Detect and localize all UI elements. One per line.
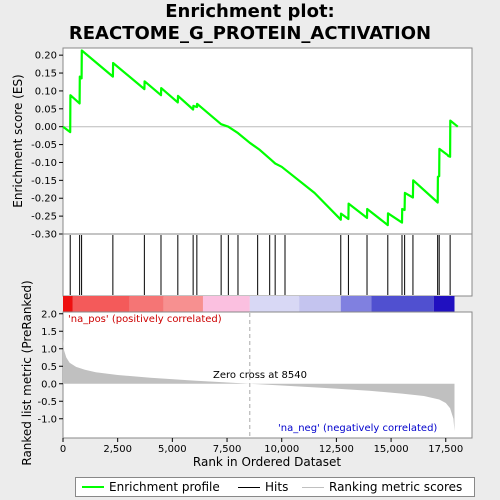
legend-item-hits: Hits [238,480,288,494]
x-tick-label: 17,500 [428,444,463,455]
legend-item-enrichment: Enrichment profile [82,480,220,494]
es-ytick-label: 0.00 [35,122,57,133]
legend-label-enrichment: Enrichment profile [109,480,220,494]
es-ytick-label: -0.25 [31,212,57,223]
legend-swatch-hits [238,486,260,488]
x-axis-label: Rank in Ordered Dataset [193,455,341,469]
zero-cross-label: Zero cross at 8540 [213,370,307,381]
gradient-segment [299,296,341,312]
gradient-segment [63,296,73,312]
gradient-segment [249,296,300,312]
metric-ytick-label: -0.5 [37,397,57,408]
metric-ytick-label: 2.0 [41,309,57,320]
es-ylabel: Enrichment score (ES) [11,74,25,207]
hits-panel-frame [62,233,473,297]
gradient-segment [72,296,130,312]
x-tick-label: 5,000 [158,444,187,455]
enrichment-profile-line [62,49,459,227]
na-pos-label: 'na_pos' (positively correlated) [68,314,222,325]
chart-title-line1: Enrichment plot: [165,1,335,22]
metric-ylabel: Ranked list metric (PreRanked) [20,280,34,465]
metric-panel-frame [62,311,473,439]
gradient-segment [433,296,455,312]
ranking-metric-area [63,338,455,431]
legend-item-metric: Ranking metric scores [302,480,462,494]
gradient-segment [163,296,203,312]
es-ytick-label: -0.30 [31,230,57,241]
metric-ytick-label: 1.0 [41,344,57,355]
x-tick-label: 2,500 [103,444,132,455]
gradient-segment [202,296,250,312]
gradient-segment [129,296,164,312]
es-ytick-label: -0.10 [31,158,57,169]
es-ytick-label: -0.15 [31,176,57,187]
legend-label-hits: Hits [265,480,289,494]
legend: Enrichment profile Hits Ranking metric s… [75,477,475,497]
metric-ytick-label: 1.5 [41,327,57,338]
x-tick-label: 12,500 [319,444,354,455]
es-ytick-label: 0.05 [35,104,57,115]
x-tick-label: 7,500 [213,444,242,455]
na-neg-label: 'na_neg' (negatively correlated) [278,423,437,434]
legend-swatch-enrichment [82,486,104,488]
es-panel-frame [62,47,473,235]
es-ytick-label: -0.05 [31,140,57,151]
legend-swatch-metric [302,486,324,488]
legend-label-metric: Ranking metric scores [329,480,463,494]
metric-ytick-label: 0.0 [41,379,57,390]
es-ytick-label: 0.20 [35,51,57,62]
gradient-segment [340,296,372,312]
es-ytick-label: -0.20 [31,194,57,205]
metric-ytick-label: 0.5 [41,362,57,373]
es-ytick-label: 0.10 [35,86,57,97]
x-tick-label: 0 [60,444,66,455]
es-ytick-label: 0.15 [35,69,57,80]
chart-title-line2: REACTOME_G_PROTEIN_ACTIVATION [68,23,432,44]
metric-ytick-label: -1.0 [37,414,57,425]
x-tick-label: 10,000 [264,444,299,455]
gradient-segment [371,296,434,312]
x-tick-label: 15,000 [374,444,409,455]
